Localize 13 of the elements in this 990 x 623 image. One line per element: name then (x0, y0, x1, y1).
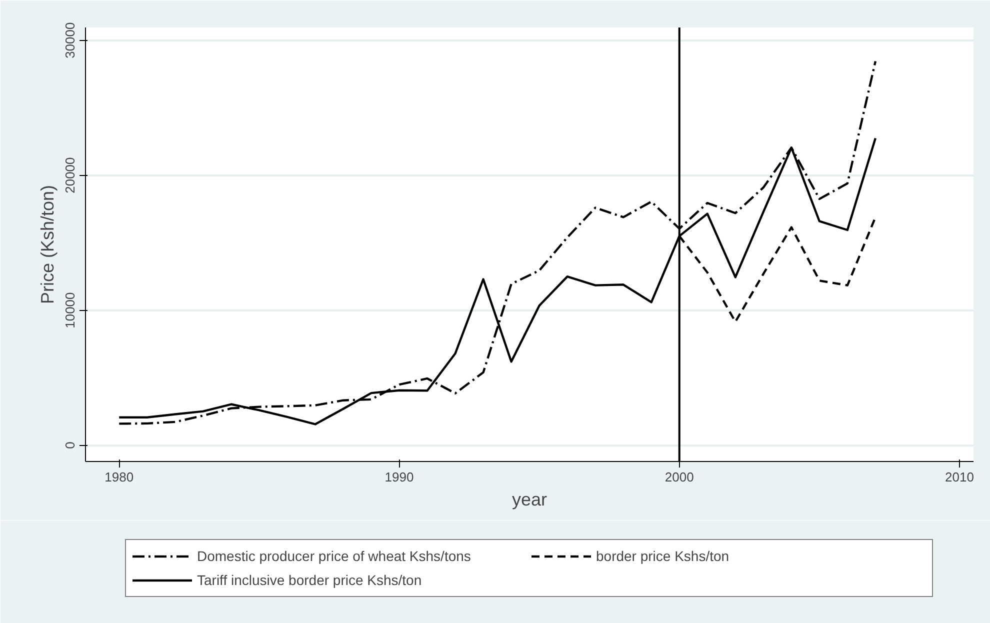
x-axis-title: year (512, 490, 548, 510)
y-tick-label: 30000 (62, 22, 78, 58)
x-tick-label: 2000 (664, 470, 694, 484)
x-tick-label: 1990 (384, 470, 414, 484)
legend-label: border price Kshs/ton (596, 548, 730, 564)
y-tick-label: 10000 (62, 292, 78, 328)
legend-label: Domestic producer price of wheat Kshs/tons (197, 548, 472, 564)
y-tick-label: 20000 (62, 157, 78, 194)
x-tick-label: 1980 (104, 470, 134, 484)
legend-label: Tariff inclusive border price Kshs/ton (197, 572, 423, 588)
x-tick-label: 2010 (945, 470, 974, 484)
y-axis-title: Price (Ksh/ton) (38, 184, 58, 304)
y-tick-label: 0 (62, 442, 78, 449)
